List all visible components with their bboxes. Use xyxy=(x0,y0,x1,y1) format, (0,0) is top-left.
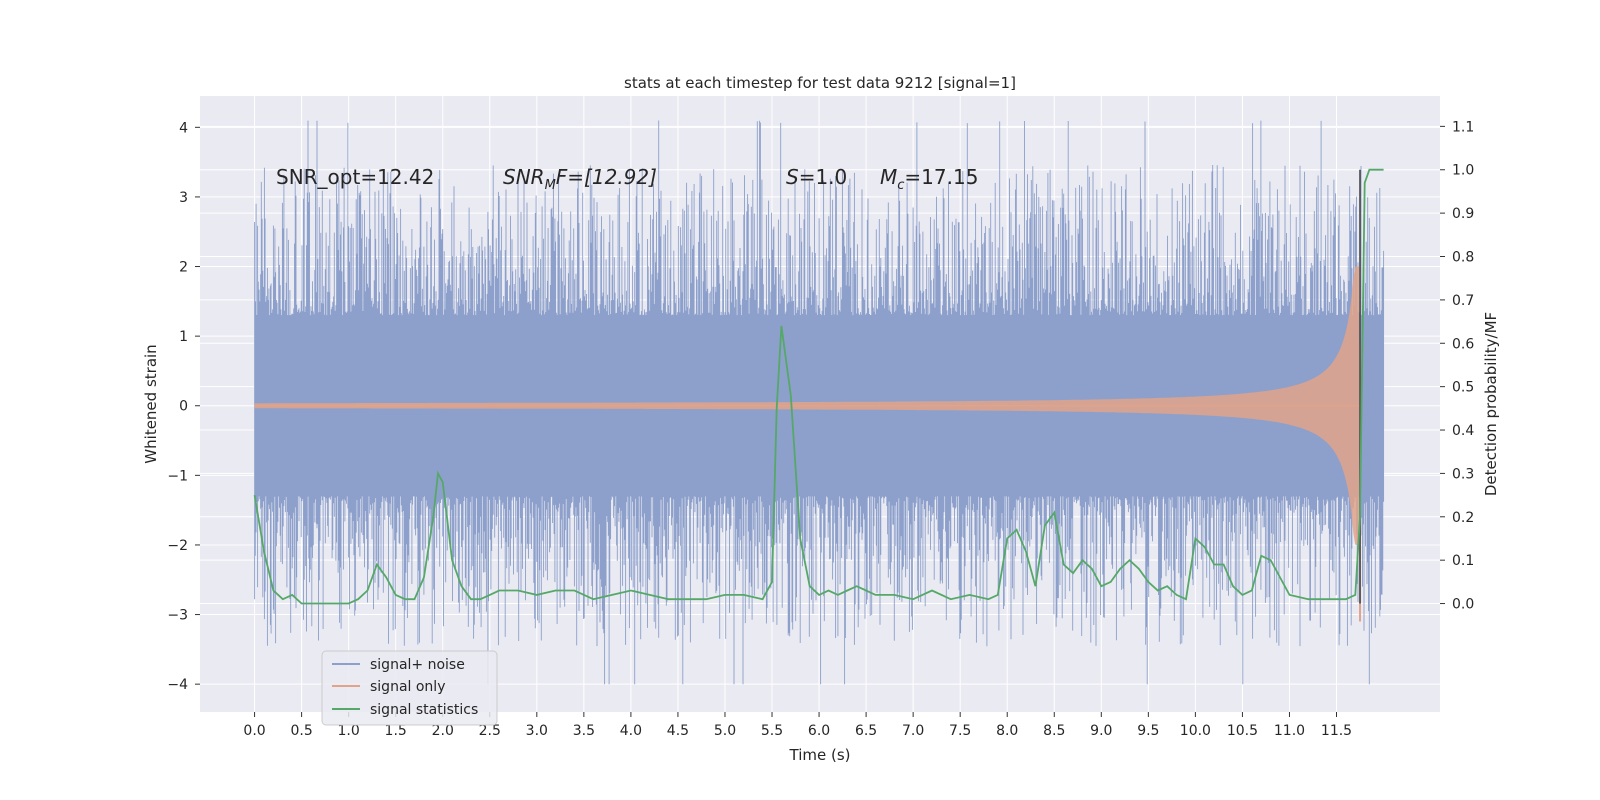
y-right-tick-label: 0.2 xyxy=(1452,510,1474,526)
y-left-tick-label: 0 xyxy=(179,399,188,415)
x-tick-label: 6.5 xyxy=(855,723,877,739)
x-tick-label: 1.5 xyxy=(385,723,407,739)
x-tick-label: 9.0 xyxy=(1090,723,1112,739)
x-tick-label: 10.5 xyxy=(1227,723,1258,739)
x-tick-label: 9.5 xyxy=(1137,723,1159,739)
y-axis-label-left: Whitened strain xyxy=(142,344,160,463)
legend-frame xyxy=(321,650,498,726)
y-left-tick-label: 4 xyxy=(179,120,188,136)
x-tick-label: 2.5 xyxy=(479,723,501,739)
x-axis-ticks: 0.0 0.5 1.0 1.5 2.0 2.5 3.0 3.5 4.0 4.5 5.0 5.5 6.0 6… xyxy=(243,712,1352,739)
legend-label-signal-noise: signal+ noise xyxy=(370,657,465,673)
x-tick-label: 2.0 xyxy=(432,723,454,739)
y-right-tick-label: 1.1 xyxy=(1452,119,1474,135)
y-right-tick-label: 0.1 xyxy=(1452,553,1474,569)
y-right-tick-label: 0.4 xyxy=(1452,423,1474,439)
y-left-tick-label: 2 xyxy=(179,260,188,276)
y-left-tick-label: −4 xyxy=(167,677,188,693)
y-right-tick-label: 0.5 xyxy=(1452,380,1474,396)
x-tick-label: 11.5 xyxy=(1321,723,1352,739)
x-tick-label: 11.0 xyxy=(1274,723,1305,739)
y-left-tick-label: −1 xyxy=(167,468,188,484)
y-right-tick-label: 0.8 xyxy=(1452,250,1474,266)
annotation-s: S=1.0 xyxy=(786,165,847,189)
x-tick-label: 10.0 xyxy=(1180,723,1211,739)
y-right-tick-label: 0.3 xyxy=(1452,466,1474,482)
y-left-tick-label: 3 xyxy=(179,190,188,206)
x-tick-label: 1.0 xyxy=(338,723,360,739)
x-tick-label: 8.5 xyxy=(1043,723,1065,739)
legend-label-signal-only: signal only xyxy=(370,679,445,695)
x-tick-label: 7.5 xyxy=(949,723,971,739)
x-axis-label: Time (s) xyxy=(789,746,851,764)
x-tick-label: 4.0 xyxy=(620,723,642,739)
y-right-tick-label: 0.7 xyxy=(1452,293,1474,309)
annotation-snr-opt: SNR_opt=12.42 xyxy=(276,165,434,189)
x-tick-label: 0.0 xyxy=(243,723,265,739)
x-tick-label: 8.0 xyxy=(996,723,1018,739)
x-tick-label: 0.5 xyxy=(290,723,312,739)
legend-label-signal-statistics: signal statistics xyxy=(370,702,478,718)
x-tick-label: 7.0 xyxy=(902,723,924,739)
x-tick-label: 3.0 xyxy=(526,723,548,739)
y-axis-left-ticks: 4 3 2 1 0 −1 −2 −3 −4 xyxy=(167,120,200,693)
y-right-tick-label: 1.0 xyxy=(1452,163,1474,179)
x-tick-label: 3.5 xyxy=(573,723,595,739)
y-right-tick-label: 0.9 xyxy=(1452,206,1474,222)
y-axis-label-right: Detection probability/MF xyxy=(1482,312,1500,496)
y-left-tick-label: −3 xyxy=(167,608,188,624)
legend: signal+ noise signal only signal statist… xyxy=(321,650,498,726)
x-tick-label: 5.5 xyxy=(761,723,783,739)
annotation-mc: Mc=17.15 xyxy=(880,165,978,193)
y-right-tick-label: 0.0 xyxy=(1452,597,1474,613)
y-right-tick-label: 0.6 xyxy=(1452,336,1474,352)
y-left-tick-label: −2 xyxy=(167,538,188,554)
stats-line xyxy=(253,168,1384,605)
y-axis-right-ticks: 1.1 1.0 0.9 0.8 0.7 0.6 0.5 0.4 0.3 0.2 0.1 0.0 xyxy=(1440,119,1474,613)
chart-title: stats at each timestep for test data 921… xyxy=(624,74,1016,92)
x-tick-label: 6.0 xyxy=(808,723,830,739)
y-left-tick-label: 1 xyxy=(179,329,188,345)
series-signal-statistics xyxy=(253,168,1384,605)
annotation-snr-mf: SNRMF=[12.92] xyxy=(503,165,657,193)
x-tick-label: 4.5 xyxy=(667,723,689,739)
x-tick-label: 5.0 xyxy=(714,723,736,739)
